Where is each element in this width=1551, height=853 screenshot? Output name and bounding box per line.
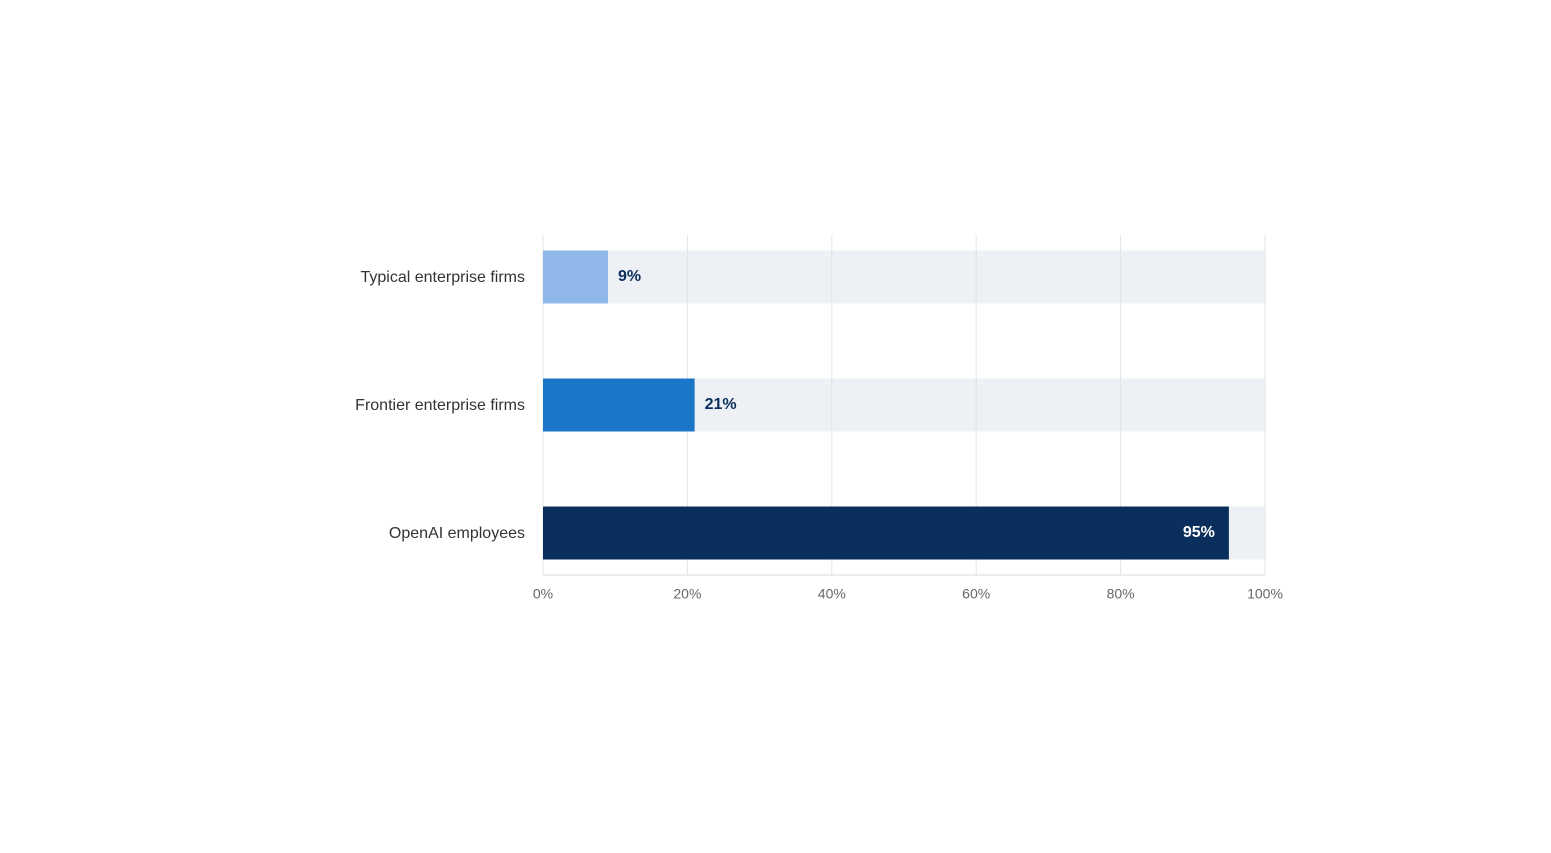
bar [543,378,695,432]
x-tick-label: 40% [818,586,846,602]
bar-track [543,250,1265,304]
y-tick-label: OpenAI employees [389,525,525,542]
bar [543,250,608,304]
bar [543,506,1229,560]
value-label: 9% [618,268,641,285]
y-tick-label: Frontier enterprise firms [355,397,525,414]
x-tick-label: 20% [673,586,701,602]
value-label: 21% [705,396,737,413]
x-tick-label: 100% [1247,586,1283,602]
y-tick-label: Typical enterprise firms [361,269,526,286]
value-label: 95% [1183,524,1215,541]
x-tick-label: 0% [533,586,553,602]
x-tick-label: 80% [1107,586,1135,602]
x-tick-label: 60% [962,586,990,602]
